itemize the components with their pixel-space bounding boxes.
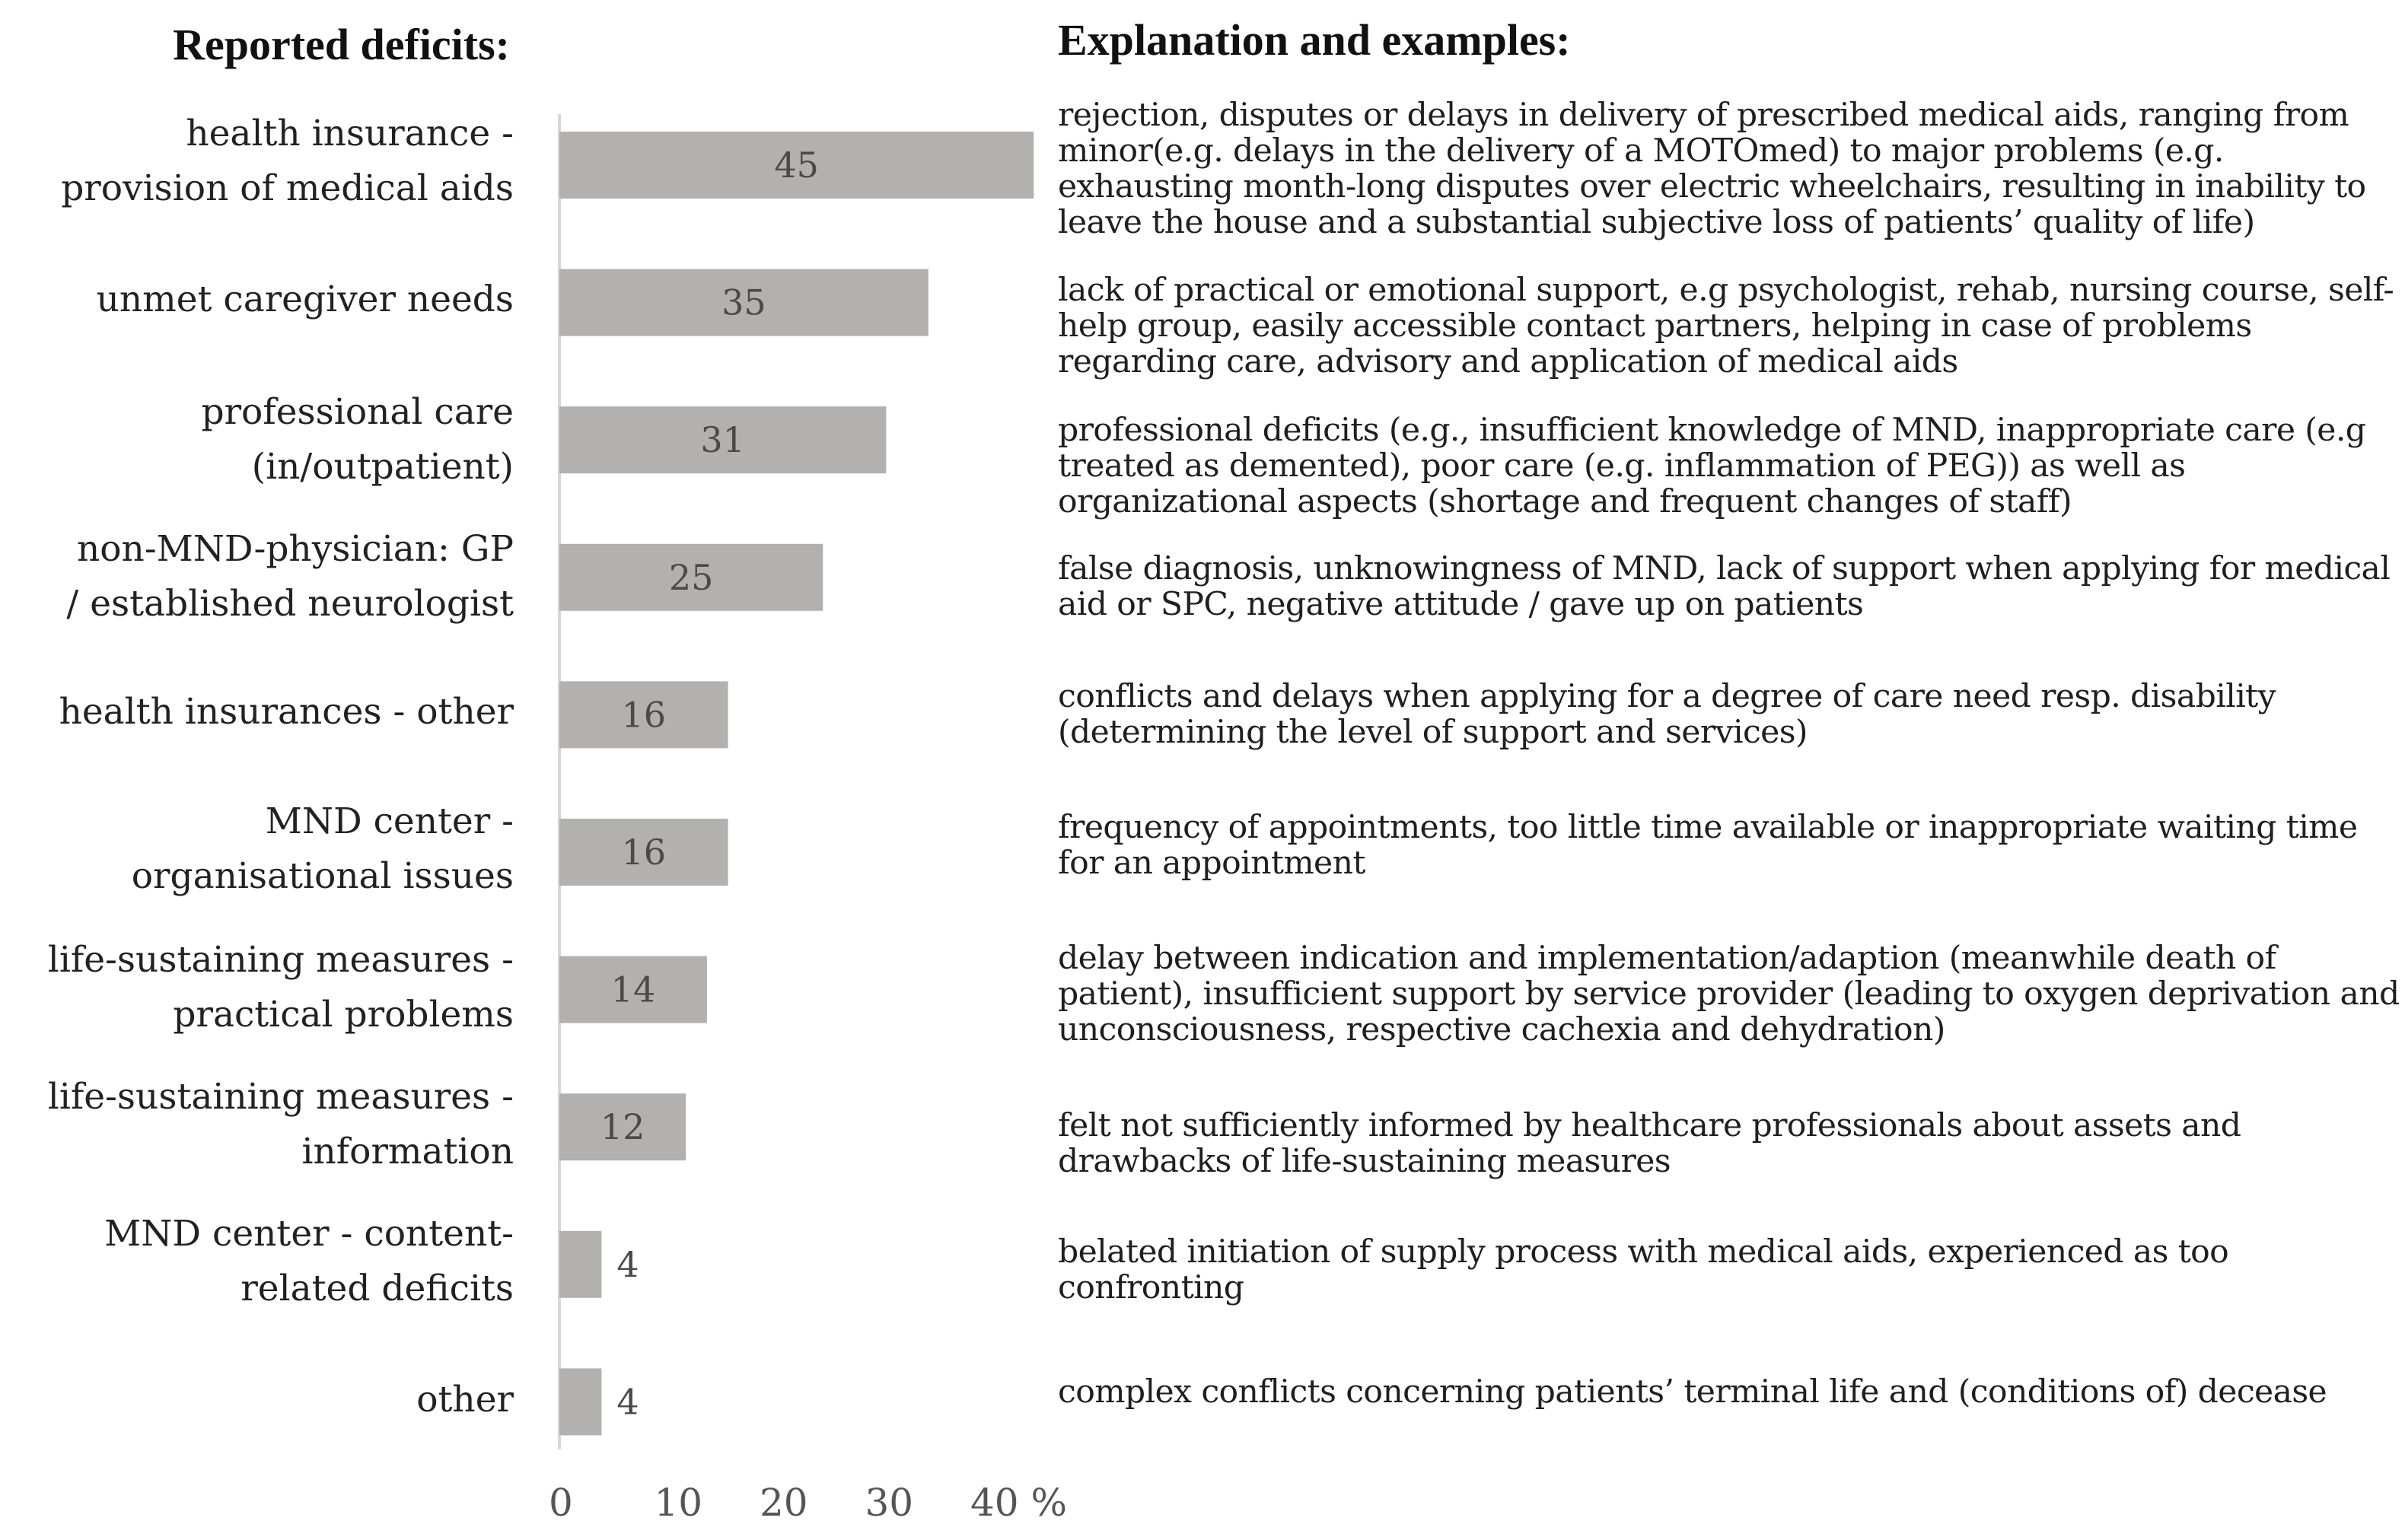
bar-6 [559, 819, 728, 886]
bar-10 [559, 1368, 602, 1436]
bar-value-label: 45 [774, 145, 819, 186]
x-tick-label: 30 [865, 1481, 914, 1525]
category-label: health insurances - other [59, 691, 514, 733]
explanation-text: professional deficits (e.g., insufficien… [1058, 412, 2366, 520]
x-tick-label: 20 [760, 1481, 808, 1525]
explanation-text: felt not sufficiently informed by health… [1058, 1107, 2241, 1180]
explanation-text: complex conflicts concerning patients’ t… [1058, 1373, 2327, 1411]
explanation-text: belated initiation of supply process wit… [1058, 1233, 2229, 1306]
explanation-text: false diagnosis, unknowingness of MND, l… [1058, 550, 2391, 623]
bar-value-label: 31 [700, 419, 745, 460]
bar-3 [559, 406, 887, 474]
category-label: non-MND-physician: GP / established neur… [66, 528, 514, 625]
bar-value-label: 16 [622, 694, 667, 735]
bar-4 [559, 543, 823, 611]
category-label: health insurance - provision of medical … [61, 113, 514, 209]
bar-8 [559, 1093, 686, 1161]
bar-value-label: 16 [622, 832, 667, 873]
category-label: MND center - organisational issues [131, 800, 514, 897]
explanation-heading: Explanation and examples: [1058, 15, 1571, 65]
category-label: MND center - content- related deficits [104, 1213, 514, 1309]
explanation-text: delay between indication and implementat… [1058, 940, 2400, 1048]
bar-9 [559, 1230, 602, 1298]
bar-7 [559, 956, 707, 1023]
bar-value-label: 35 [722, 282, 766, 323]
x-tick-label: 10 [655, 1481, 703, 1525]
x-tick-label: 40 % [970, 1481, 1067, 1525]
explanation-text: conflicts and delays when applying for a… [1058, 678, 2276, 751]
bar-value-label: 4 [616, 1381, 639, 1422]
explanation-text: lack of practical or emotional support, … [1058, 272, 2394, 380]
reported-deficits-heading: Reported deficits: [173, 20, 510, 69]
bar-5 [559, 681, 728, 749]
category-label: other [416, 1379, 514, 1421]
category-label: unmet caregiver needs [96, 278, 514, 320]
bar-1 [559, 132, 1034, 199]
bar-value-label: 14 [611, 969, 656, 1010]
bar-value-label: 12 [600, 1106, 645, 1147]
category-label: life-sustaining measures - information [47, 1076, 514, 1172]
explanation-text: frequency of appointments, too little ti… [1058, 809, 2358, 882]
category-label: professional care (in/outpatient) [201, 391, 514, 488]
bar-value-label: 25 [669, 557, 714, 598]
explanation-text: rejection, disputes or delays in deliver… [1058, 97, 2366, 241]
x-tick-label: 0 [549, 1481, 573, 1525]
bar-2 [559, 269, 929, 336]
category-label: life-sustaining measures - practical pro… [47, 939, 514, 1036]
bar-value-label: 4 [616, 1244, 639, 1285]
